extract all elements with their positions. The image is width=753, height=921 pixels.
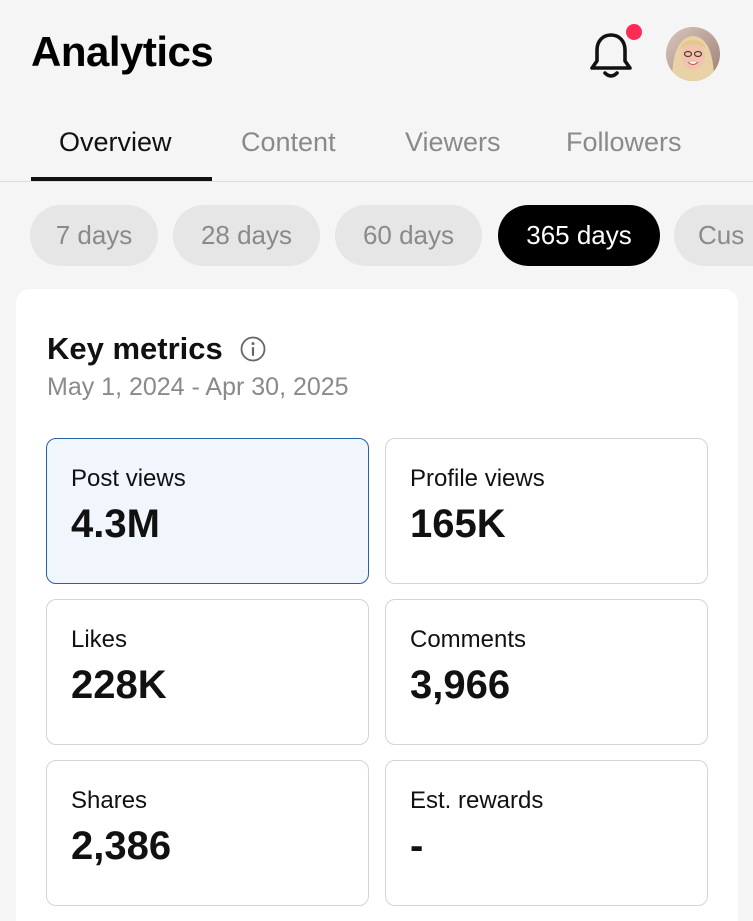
date-range-label: May 1, 2024 - Apr 30, 2025 xyxy=(47,373,349,401)
filter-7-days[interactable]: 7 days xyxy=(30,205,158,266)
metric-value: 2,386 xyxy=(71,824,172,868)
metric-value: - xyxy=(410,824,424,868)
metric-label: Post views xyxy=(71,465,186,492)
filter-28-days[interactable]: 28 days xyxy=(173,205,320,266)
metric-comments[interactable]: Comments 3,966 xyxy=(385,599,708,745)
metric-profile-views[interactable]: Profile views 165K xyxy=(385,438,708,584)
filter-60-days[interactable]: 60 days xyxy=(335,205,482,266)
tab-viewers[interactable]: Viewers xyxy=(405,127,501,157)
tab-bar: Overview Content Viewers Followers xyxy=(0,110,753,182)
metric-label: Profile views xyxy=(410,465,545,492)
metric-value: 228K xyxy=(71,663,167,707)
metric-post-views[interactable]: Post views 4.3M xyxy=(46,438,369,584)
metric-label: Shares xyxy=(71,787,148,814)
bell-icon[interactable] xyxy=(588,30,634,80)
key-metrics-card: Key metrics May 1, 2024 - Apr 30, 2025 P… xyxy=(16,289,738,921)
tab-followers[interactable]: Followers xyxy=(566,127,682,157)
filter-365-days[interactable]: 365 days xyxy=(498,205,660,266)
metric-shares[interactable]: Shares 2,386 xyxy=(46,760,369,906)
page-title: Analytics xyxy=(31,28,214,75)
metric-label: Est. rewards xyxy=(410,787,544,814)
tab-content[interactable]: Content xyxy=(241,127,336,157)
metric-label: Likes xyxy=(71,626,128,653)
header-bar: Analytics xyxy=(0,0,753,110)
avatar[interactable] xyxy=(666,27,720,81)
active-tab-indicator xyxy=(31,177,212,181)
date-filter-bar: 7 days 28 days 60 days 365 days Cus xyxy=(0,205,753,267)
metric-label: Comments xyxy=(410,626,527,653)
metric-value: 165K xyxy=(410,502,506,546)
filter-custom[interactable]: Cus xyxy=(674,205,753,266)
tab-overview[interactable]: Overview xyxy=(59,127,172,157)
metric-value: 3,966 xyxy=(410,663,511,707)
key-metrics-title: Key metrics xyxy=(47,331,223,366)
metric-est-rewards[interactable]: Est. rewards - xyxy=(385,760,708,906)
metric-likes[interactable]: Likes 228K xyxy=(46,599,369,745)
metric-value: 4.3M xyxy=(71,502,160,546)
info-icon[interactable] xyxy=(239,335,267,363)
notification-dot xyxy=(626,24,642,40)
